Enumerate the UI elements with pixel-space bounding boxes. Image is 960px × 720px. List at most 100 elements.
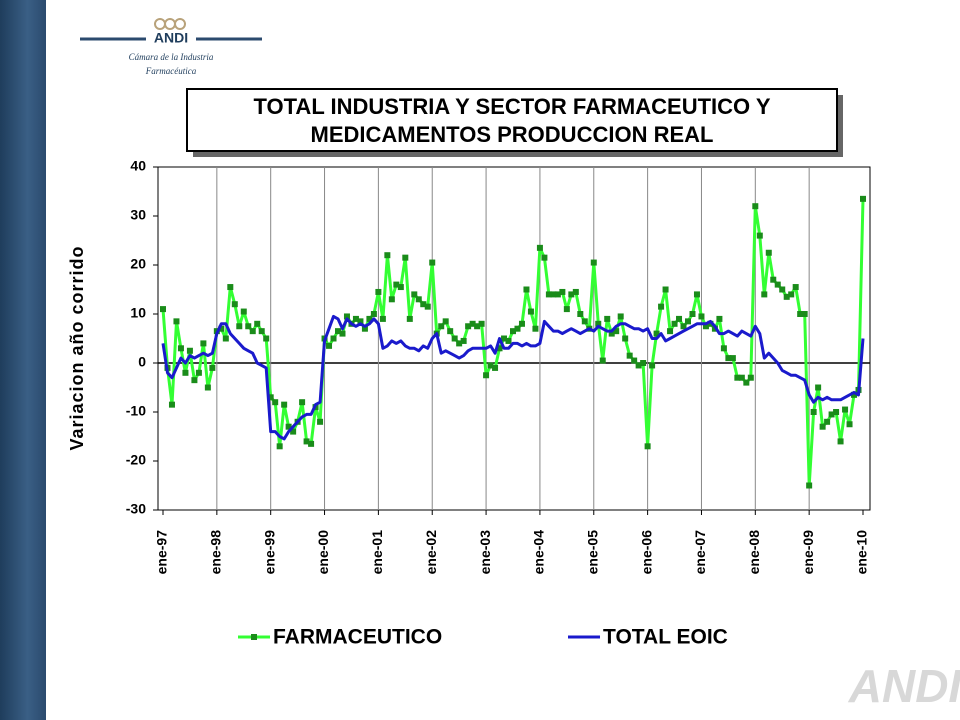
marker: [590, 259, 597, 266]
marker: [308, 440, 315, 447]
marker: [720, 345, 727, 352]
marker: [438, 323, 445, 330]
marker: [379, 315, 386, 322]
marker: [693, 291, 700, 298]
marker: [554, 291, 561, 298]
marker: [734, 374, 741, 381]
marker: [658, 303, 665, 310]
marker: [411, 291, 418, 298]
marker: [420, 301, 427, 308]
marker: [254, 320, 261, 327]
marker: [447, 328, 454, 335]
marker: [806, 482, 813, 489]
legend-marker: [251, 634, 257, 640]
marker: [456, 340, 463, 347]
marker: [523, 286, 530, 293]
watermark: ANDI: [848, 660, 960, 712]
marker: [393, 281, 400, 288]
logo-line: Cámara de la Industria: [129, 52, 214, 62]
marker: [357, 318, 364, 325]
marker: [415, 296, 422, 303]
marker: [343, 313, 350, 320]
marker: [559, 288, 566, 295]
marker: [761, 291, 768, 298]
x-tick-label: ene-09: [800, 530, 816, 575]
logo-ring: [164, 18, 176, 30]
marker: [779, 286, 786, 293]
marker: [406, 315, 413, 322]
logo: ANDI Cámara de la Industria Farmacéutica: [80, 18, 262, 76]
marker: [451, 335, 458, 342]
marker: [290, 428, 297, 435]
marker: [496, 345, 503, 352]
marker: [527, 308, 534, 315]
marker: [729, 355, 736, 362]
x-tick-label: ene-08: [746, 530, 762, 575]
marker: [258, 328, 265, 335]
marker: [738, 374, 745, 381]
marker: [801, 311, 808, 317]
marker: [487, 362, 494, 369]
marker: [626, 352, 633, 359]
logo-ring: [154, 18, 166, 30]
marker: [267, 394, 274, 401]
marker: [680, 323, 687, 330]
marker: [640, 360, 647, 366]
marker: [563, 306, 570, 313]
marker: [774, 281, 781, 288]
marker: [608, 330, 615, 337]
x-tick-label: ene-98: [208, 530, 224, 575]
marker: [747, 374, 754, 381]
marker: [689, 311, 696, 317]
marker: [168, 401, 175, 408]
marker: [595, 320, 602, 327]
marker: [685, 318, 691, 325]
marker: [770, 276, 777, 283]
marker: [532, 325, 539, 332]
marker: [370, 311, 377, 317]
marker: [209, 364, 216, 371]
marker: [698, 313, 705, 320]
marker: [599, 357, 606, 364]
marker: [837, 438, 844, 445]
x-tick-label: ene-97: [154, 530, 170, 575]
marker: [617, 313, 624, 320]
marker: [842, 406, 849, 413]
marker: [384, 252, 391, 259]
marker: [572, 288, 579, 295]
marker: [792, 284, 799, 291]
marker: [756, 232, 763, 239]
marker: [631, 357, 638, 364]
chart-title: MEDICAMENTOS PRODUCCION REAL: [311, 122, 714, 147]
marker: [833, 409, 840, 415]
marker: [622, 335, 629, 342]
marker: [303, 438, 310, 445]
marker: [604, 315, 611, 322]
marker: [469, 320, 476, 327]
marker: [667, 328, 674, 335]
marker: [195, 369, 202, 376]
marker: [272, 399, 279, 406]
marker: [828, 411, 835, 418]
marker: [819, 423, 826, 430]
marker: [635, 362, 642, 369]
marker: [783, 293, 790, 300]
marker: [536, 244, 543, 251]
legend-label: TOTAL EOIC: [603, 626, 728, 649]
chart-title: TOTAL INDUSTRIA Y SECTOR FARMACEUTICO Y: [253, 94, 770, 119]
marker: [361, 325, 368, 332]
marker: [173, 318, 180, 325]
y-tick-label: 10: [130, 305, 146, 321]
marker: [204, 384, 211, 391]
title-box: [186, 88, 838, 152]
marker: [442, 318, 449, 325]
marker: [492, 364, 499, 371]
marker: [577, 311, 584, 317]
marker: [366, 315, 373, 322]
logo-brand: ANDI: [154, 30, 188, 46]
marker: [788, 291, 795, 298]
marker: [263, 335, 270, 342]
marker: [218, 325, 225, 332]
marker: [222, 335, 229, 342]
